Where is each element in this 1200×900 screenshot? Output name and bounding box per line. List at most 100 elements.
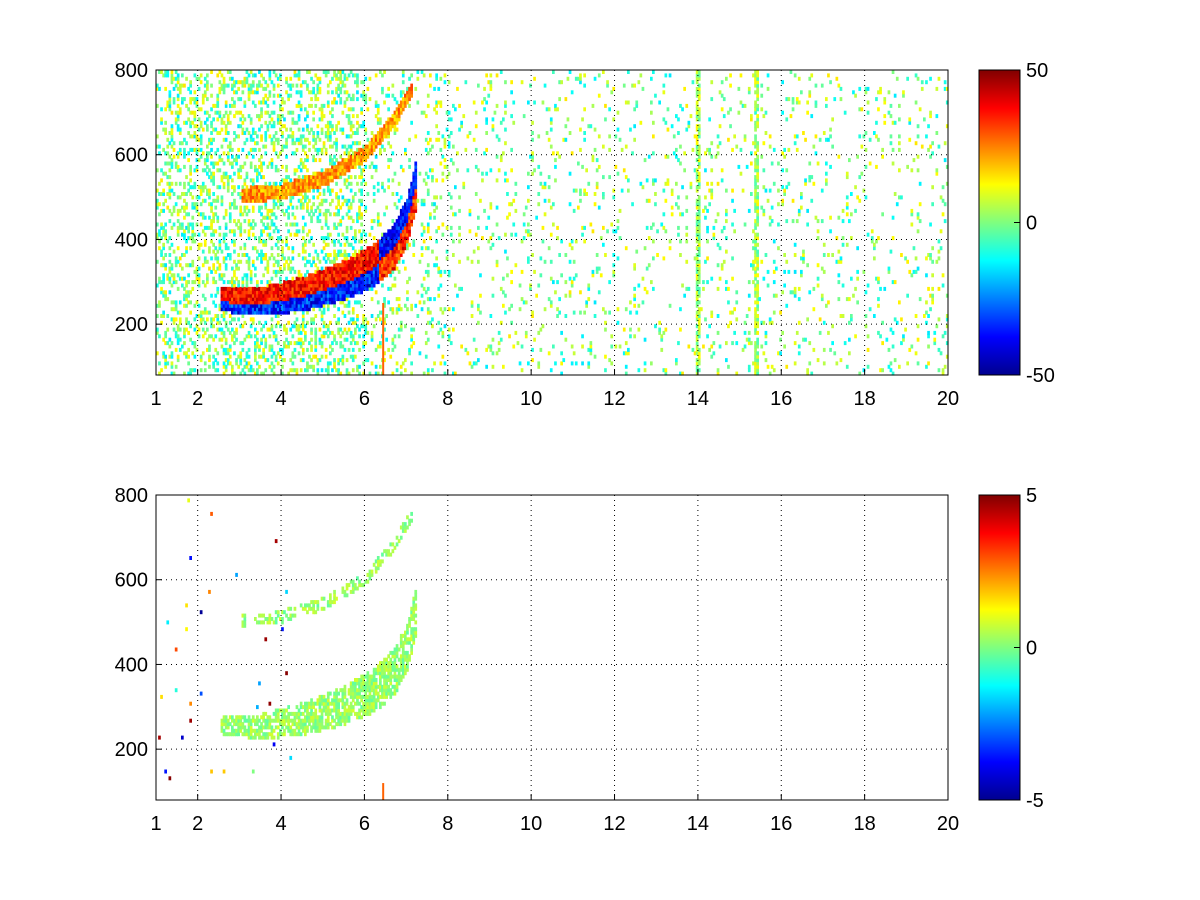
heatmap-cell: [306, 205, 309, 210]
heatmap-cell: [220, 83, 224, 88]
heatmap-cell: [368, 164, 372, 169]
heatmap-cell: [181, 192, 184, 196]
heatmap-cell: [343, 158, 347, 163]
heatmap-cell: [445, 175, 449, 180]
heatmap-cell: [264, 358, 268, 363]
heatmap-cell: [279, 236, 282, 241]
heatmap-cell: [370, 283, 374, 288]
heatmap-cell: [293, 293, 297, 298]
heatmap-cell: [477, 83, 480, 88]
heatmap-cell: [270, 324, 274, 329]
heatmap-cell: [183, 276, 186, 281]
heatmap-cell: [285, 337, 288, 342]
heatmap-cell: [333, 253, 336, 257]
heatmap-cell: [220, 202, 224, 207]
heatmap-cell: [174, 300, 178, 305]
heatmap-cell: [322, 300, 326, 305]
heatmap-cell: [281, 283, 284, 288]
heatmap-cell: [337, 164, 340, 169]
heatmap-cell: [406, 232, 409, 237]
heatmap-cell: [356, 341, 359, 346]
heatmap-cell: [210, 175, 213, 180]
heatmap-cell: [266, 164, 270, 169]
heatmap-cell: [664, 198, 668, 203]
heatmap-cell: [279, 324, 282, 329]
heatmap-cell: [293, 215, 297, 220]
heatmap-cell: [212, 181, 215, 186]
heatmap-cell: [291, 280, 295, 285]
heatmap-cell: [243, 188, 247, 193]
heatmap-cell: [318, 303, 322, 308]
heatmap-cell: [339, 290, 343, 295]
heatmap-cell: [318, 283, 322, 288]
heatmap-cell: [437, 86, 441, 91]
heatmap-cell: [276, 239, 280, 244]
heatmap-cell: [410, 327, 413, 332]
heatmap-cell: [364, 259, 368, 264]
heatmap-cell: [243, 181, 247, 186]
heatmap-cell: [366, 263, 370, 268]
heatmap-cell: [547, 297, 551, 302]
heatmap-cell: [320, 286, 324, 291]
heatmap-cell: [191, 280, 195, 285]
heatmap-cell: [295, 188, 299, 193]
heatmap-cell: [216, 168, 220, 173]
heatmap-cell: [193, 344, 197, 349]
heatmap-cell: [285, 259, 288, 264]
heatmap-cell: [239, 290, 243, 295]
heatmap-cell: [491, 124, 495, 129]
heatmap-cell: [320, 293, 324, 298]
heatmap-cell: [264, 205, 268, 210]
heatmap-cell: [362, 144, 365, 149]
heatmap-cell: [322, 283, 326, 288]
heatmap-cell: [301, 181, 305, 186]
heatmap-cell: [256, 198, 259, 203]
heatmap-cell: [504, 127, 507, 132]
heatmap-cell: [206, 158, 209, 163]
heatmap-cell: [708, 347, 711, 352]
heatmap-cell: [318, 290, 322, 295]
heatmap-cell: [237, 219, 240, 224]
heatmap-cell: [358, 259, 361, 264]
heatmap-cell: [331, 266, 334, 271]
heatmap-cell: [172, 154, 176, 159]
heatmap-cell: [218, 263, 222, 268]
heatmap-cell: [206, 337, 209, 342]
heatmap-cell: [281, 124, 284, 129]
heatmap-cell: [356, 368, 359, 373]
heatmap-cell: [529, 232, 532, 237]
heatmap-cell: [310, 208, 313, 213]
heatmap-cell: [439, 361, 443, 366]
heatmap-cell: [351, 97, 355, 102]
heatmap-cell: [339, 73, 343, 78]
heatmap-cell: [397, 181, 401, 186]
heatmap-cell: [156, 314, 159, 318]
heatmap-cell: [235, 110, 238, 115]
heatmap-cell: [362, 286, 365, 291]
heatmap-cell: [212, 164, 215, 169]
heatmap-cell: [618, 137, 622, 142]
heatmap-cell: [295, 297, 299, 302]
heatmap-cell: [243, 337, 247, 342]
heatmap-cell: [183, 253, 186, 257]
heatmap-cell: [324, 330, 328, 335]
heatmap-cell: [364, 151, 368, 156]
heatmap-cell: [206, 276, 209, 281]
heatmap-cell: [314, 269, 318, 274]
heatmap-cell: [293, 303, 297, 308]
heatmap-cell: [333, 249, 336, 254]
heatmap-cell: [185, 192, 188, 196]
heatmap-cell: [456, 293, 459, 298]
heatmap-cell: [239, 195, 243, 200]
heatmap-cell: [274, 297, 278, 302]
heatmap-cell: [187, 330, 190, 335]
heatmap-cell: [329, 259, 332, 264]
heatmap-cell: [276, 283, 280, 288]
heatmap-cell: [279, 310, 282, 315]
heatmap-cell: [437, 293, 441, 298]
heatmap-cell: [237, 307, 240, 312]
heatmap-cell: [343, 337, 347, 342]
heatmap-cell: [339, 171, 343, 176]
heatmap-cell: [397, 103, 401, 108]
heatmap-cell: [291, 151, 295, 156]
